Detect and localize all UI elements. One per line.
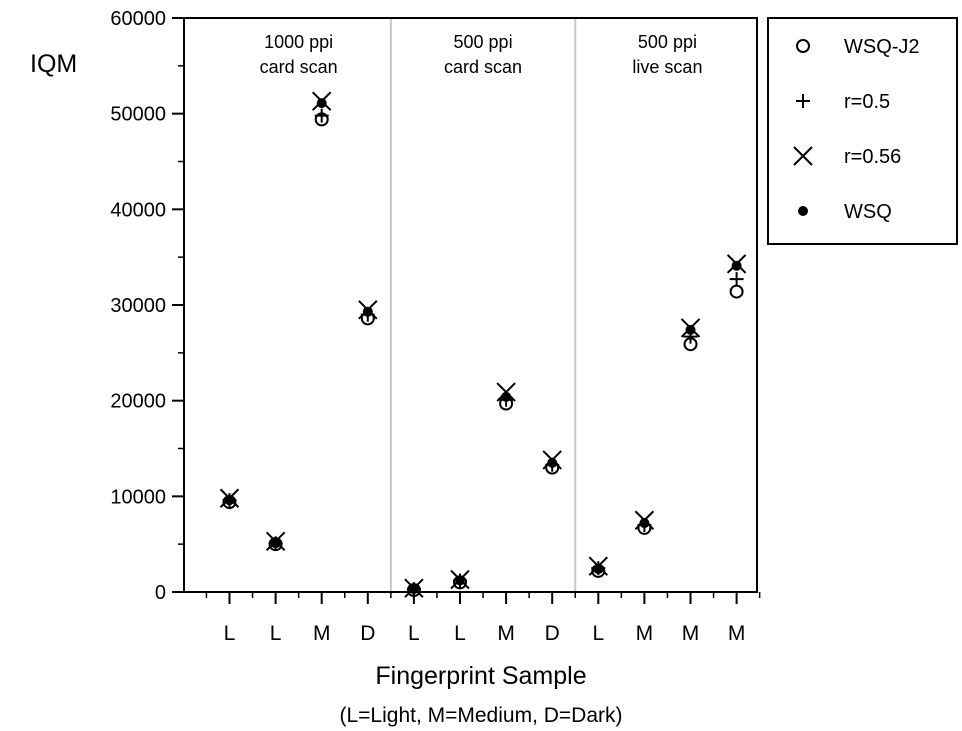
legend: WSQ-J2 r=0.5 r=0.56 WSQ: [767, 17, 958, 245]
y-tick-label: 0: [155, 582, 166, 604]
point-r-0-5: [314, 108, 329, 123]
group-label-line2: live scan: [632, 57, 702, 77]
legend-label: WSQ: [844, 201, 892, 223]
point-wsq: [455, 575, 465, 586]
group-label-line2: card scan: [260, 57, 338, 77]
y-tick-label: 50000: [110, 104, 166, 126]
x-tick-label: L: [592, 622, 604, 645]
x-axis-note: (L=Light, M=Medium, D=Dark): [339, 704, 622, 727]
sample-groups: 1000 ppi card scan 500 ppi card scan 500 ppi…: [260, 19, 702, 591]
plot-frame: [183, 17, 758, 593]
group-label-line1: 500 ppi: [638, 32, 697, 52]
y-tick-label: 20000: [110, 391, 166, 413]
point-wsq: [224, 495, 235, 506]
legend-marker-wsq-j2: [796, 39, 810, 53]
x-tick-label: L: [224, 622, 236, 645]
point-wsq: [362, 306, 373, 317]
x-tick-label: M: [682, 622, 700, 645]
point-r-0-5: [729, 272, 744, 287]
x-tick-label: M: [313, 622, 331, 645]
point-wsq-j2: [729, 284, 744, 299]
x-tick-label: L: [270, 622, 282, 645]
group-label-line1: 500 ppi: [454, 32, 513, 52]
x-tick-label: M: [497, 622, 515, 645]
x-tick-label: M: [636, 622, 654, 645]
point-wsq: [547, 457, 558, 468]
point-wsq: [408, 584, 419, 595]
legend-marker-r-0-5: [796, 94, 810, 108]
y-tick-label: 40000: [110, 199, 166, 221]
legend-box: [767, 17, 958, 245]
group-label-line1: 1000 ppi: [264, 32, 333, 52]
legend-label: WSQ-J2: [844, 36, 920, 58]
legend-marker-r-0-56: [793, 146, 813, 166]
y-axis: 0 10000 20000 30000 40000 50000 60000: [110, 8, 184, 604]
x-tick-label: L: [408, 622, 420, 645]
point-wsq: [501, 391, 512, 402]
point-wsq: [593, 564, 604, 575]
point-wsq: [685, 324, 696, 335]
point-wsq: [270, 538, 281, 549]
group-label-line2: card scan: [444, 57, 522, 77]
point-wsq: [639, 518, 650, 529]
x-tick-label: D: [545, 622, 560, 645]
y-tick-label: 30000: [110, 295, 166, 317]
x-tick-label: D: [360, 622, 375, 645]
y-axis-title: IQM: [30, 50, 77, 78]
plot-area: [183, 17, 758, 593]
point-wsq: [316, 98, 327, 109]
x-tick-label: L: [454, 622, 466, 645]
x-tick-label: M: [728, 622, 746, 645]
x-axis-title: Fingerprint Sample: [375, 662, 586, 690]
legend-label: r=0.56: [844, 146, 901, 168]
point-wsq: [731, 260, 742, 271]
y-tick-label: 60000: [110, 8, 166, 30]
legend-marker-wsq: [798, 206, 808, 216]
y-tick-label: 10000: [110, 486, 166, 508]
legend-label: r=0.5: [844, 91, 890, 113]
data-points: [219, 91, 747, 598]
